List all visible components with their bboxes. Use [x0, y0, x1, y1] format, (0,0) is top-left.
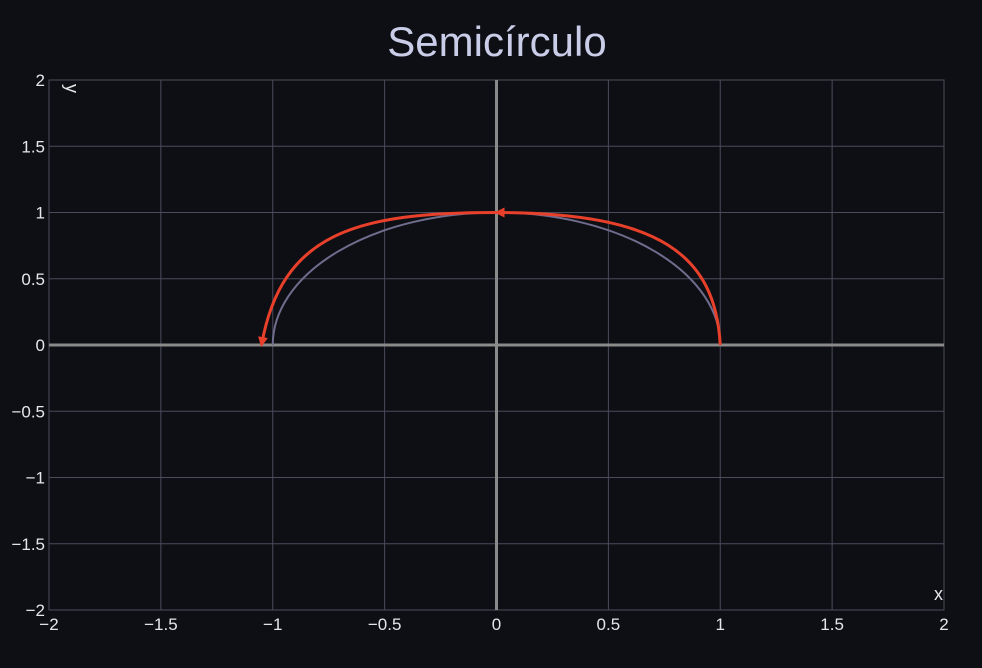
y-tick-label: 0.5 — [21, 270, 45, 289]
x-axis-label: x — [934, 584, 943, 604]
y-tick-label: −1 — [26, 469, 45, 488]
y-tick-label: 1 — [36, 204, 45, 223]
y-tick-label: −1.5 — [11, 535, 45, 554]
y-tick-label: 2 — [36, 71, 45, 90]
y-tick-label: −0.5 — [11, 402, 45, 421]
arrow-path — [258, 211, 497, 347]
arrow-path — [494, 207, 722, 346]
x-tick-label: 0 — [492, 615, 501, 634]
tick-layer: −2 −1.5 −1 −0.5 0 0.5 1 1.5 2 −2 −1.5 −1 −0.5 0 0.5 1 1.… — [11, 71, 948, 634]
y-tick-label: −2 — [26, 601, 45, 620]
y-tick-label: 0 — [36, 336, 45, 355]
x-tick-label: −2 — [39, 615, 58, 634]
x-tick-label: −1 — [263, 615, 282, 634]
chart-title: Semicírculo — [387, 18, 606, 65]
x-tick-label: −1.5 — [144, 615, 178, 634]
x-tick-label: −0.5 — [368, 615, 402, 634]
series-layer — [258, 207, 722, 347]
y-axis-label: y — [62, 84, 82, 93]
x-tick-label: 2 — [939, 615, 948, 634]
axis-layer — [49, 80, 944, 610]
x-tick-label: 1.5 — [820, 615, 844, 634]
x-tick-label: 1 — [716, 615, 725, 634]
x-tick-label: 0.5 — [597, 615, 621, 634]
y-tick-label: 1.5 — [21, 137, 45, 156]
